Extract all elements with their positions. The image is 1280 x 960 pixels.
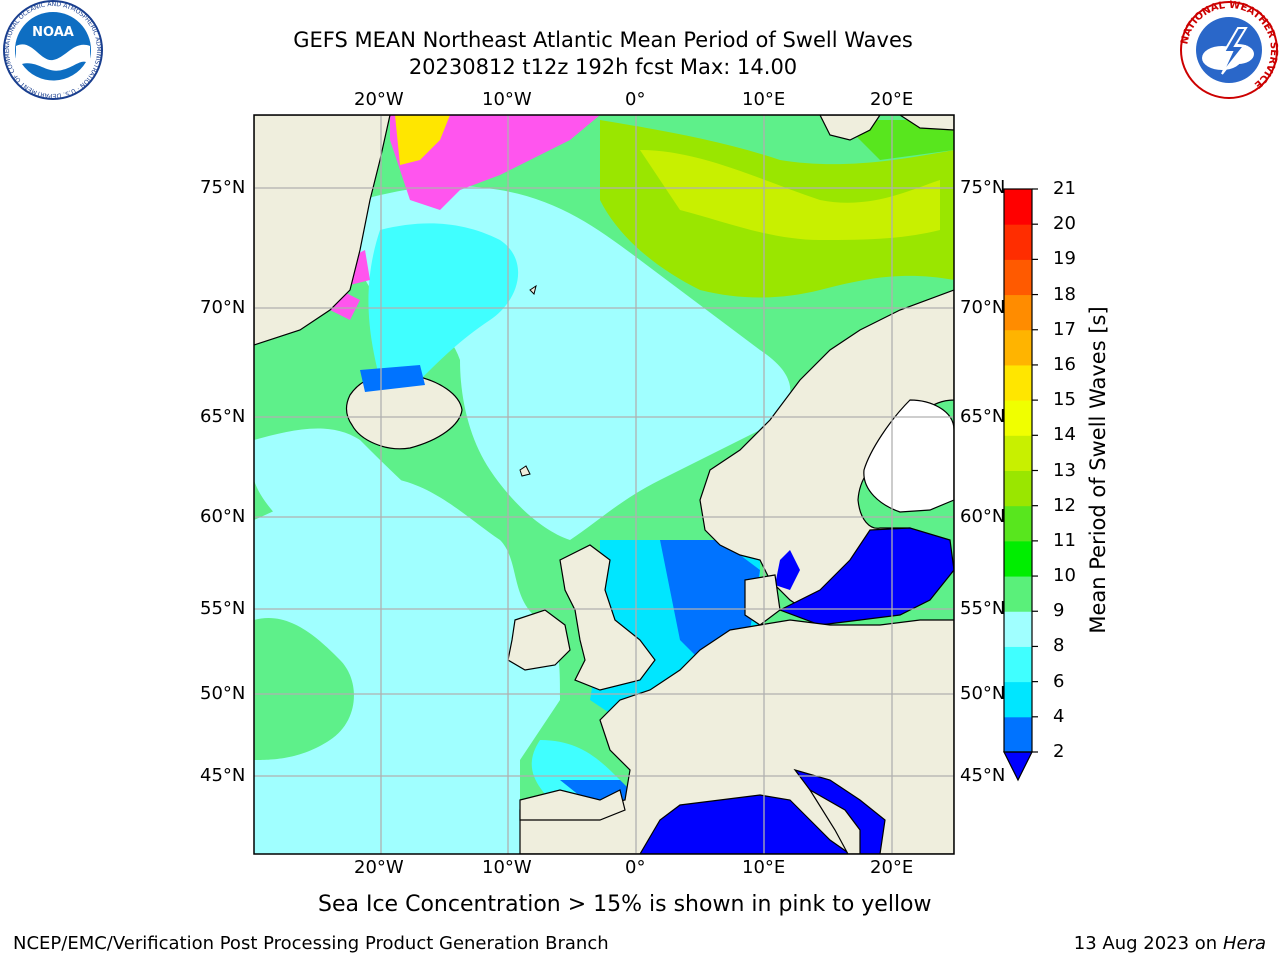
colorbar-tick-label: 15 xyxy=(1053,389,1076,411)
lon-label-bottom: 10°E xyxy=(742,857,786,878)
lat-label-left: 75°N xyxy=(200,177,246,198)
colorbar-tick-label: 16 xyxy=(1053,353,1076,375)
footer-host: Hera xyxy=(1222,933,1266,954)
italy-land xyxy=(809,789,861,854)
colorbar-tick-label: 6 xyxy=(1053,670,1065,692)
baltic-sea xyxy=(778,527,954,626)
colorbar-segment xyxy=(1004,681,1032,718)
lon-label-top: 20°E xyxy=(870,89,914,110)
swell-region-2-4 xyxy=(360,365,425,392)
colorbar-segment xyxy=(1004,716,1032,753)
colorbar-segment xyxy=(1004,189,1032,225)
lat-label-right: 55°N xyxy=(960,598,1006,619)
sea-ice-note: Sea Ice Concentration > 15% is shown in … xyxy=(318,892,932,917)
svalbard-land xyxy=(819,115,881,141)
sea-ice xyxy=(390,115,600,210)
swell-region-9-10 xyxy=(254,618,354,760)
lat-label-right: 70°N xyxy=(960,297,1006,318)
colorbar-segment xyxy=(1004,505,1032,542)
swell-region-8-9 xyxy=(254,428,450,560)
colorbar-segment xyxy=(1004,576,1032,612)
lon-label-bottom: 10°W xyxy=(482,857,532,878)
lat-label-left: 45°N xyxy=(200,765,246,786)
lat-label-right: 75°N xyxy=(960,177,1006,198)
colorbar xyxy=(1003,188,1038,782)
colorbar-segment xyxy=(1004,259,1032,296)
colorbar-segment xyxy=(1004,294,1032,331)
mediterranean-sea xyxy=(639,794,852,854)
swell-region-8-9 xyxy=(254,478,560,854)
colorbar-segment xyxy=(1004,400,1032,436)
noaa-logo-text: NOAA xyxy=(32,25,74,40)
lon-label-top: 0° xyxy=(625,89,646,110)
chart-title-line2: 20230812 t12z 192h fcst Max: 14.00 xyxy=(408,55,798,79)
colorbar-tick-label: 11 xyxy=(1053,529,1076,551)
colorbar-tick-label: 8 xyxy=(1053,635,1065,657)
colorbar-segment xyxy=(1004,329,1032,366)
lon-label-bottom: 20°W xyxy=(354,857,404,878)
lon-label-bottom: 0° xyxy=(625,857,646,878)
lat-label-right: 65°N xyxy=(960,406,1006,427)
colorbar-tick-label: 19 xyxy=(1053,248,1076,270)
colorbar-tick-label: 17 xyxy=(1053,318,1076,340)
chart-title-line1: GEFS MEAN Northeast Atlantic Mean Period… xyxy=(293,28,913,52)
jan-mayen xyxy=(529,284,537,295)
colorbar-tick-label: 9 xyxy=(1053,600,1065,622)
colorbar-tick-label: 20 xyxy=(1053,213,1076,235)
lat-label-right: 45°N xyxy=(960,765,1006,786)
footer-credit: NCEP/EMC/Verification Post Processing Pr… xyxy=(13,933,609,954)
lon-label-top: 10°W xyxy=(482,89,532,110)
colorbar-segment xyxy=(1004,364,1032,401)
colorbar-tick-label: 10 xyxy=(1053,565,1076,587)
map-area xyxy=(254,115,954,854)
graticule xyxy=(254,115,954,854)
noaa-logo: NATIONAL OCEANIC AND ATMOSPHERIC ADMINIS… xyxy=(2,0,103,100)
colorbar-tick-label: 21 xyxy=(1053,178,1076,199)
colorbar-tick-label: 12 xyxy=(1053,494,1076,516)
lat-label-left: 65°N xyxy=(200,406,246,427)
colorbar-extend-triangle xyxy=(1003,751,1033,782)
svalbard-land xyxy=(898,115,954,131)
swell-region-6-8 xyxy=(368,223,519,380)
colorbar-segment xyxy=(1004,435,1032,471)
iberia-land xyxy=(519,789,626,821)
great-britain-land xyxy=(559,544,656,691)
lat-label-right: 50°N xyxy=(960,683,1006,704)
colorbar-segment xyxy=(1004,540,1032,577)
colorbar-tick-label: 2 xyxy=(1053,741,1065,762)
faroe-islands xyxy=(519,465,531,477)
colorbar-tick-label: 13 xyxy=(1053,459,1076,481)
colorbar-segment xyxy=(1004,646,1032,683)
lat-label-left: 60°N xyxy=(200,506,246,527)
colorbar-tick-label: 18 xyxy=(1053,283,1076,305)
lat-label-left: 70°N xyxy=(200,297,246,318)
nws-logo: NATIONAL WEATHER SERVICE xyxy=(1179,0,1279,99)
colorbar-segment xyxy=(1004,470,1032,507)
map-frame xyxy=(253,114,955,855)
lat-label-left: 55°N xyxy=(200,598,246,619)
lat-label-right: 60°N xyxy=(960,506,1006,527)
kattegat xyxy=(775,550,800,590)
greenland-land xyxy=(254,115,391,346)
swell-region-13-14 xyxy=(640,150,940,240)
sea-ice-high xyxy=(395,115,450,165)
lon-label-bottom: 20°E xyxy=(870,857,914,878)
colorbar-segment xyxy=(1004,224,1032,260)
ireland-land xyxy=(507,609,571,671)
colorbar-title: Mean Period of Swell Waves [s] xyxy=(1086,306,1110,634)
footer-date-text: 13 Aug 2023 on xyxy=(1073,933,1218,954)
colorbar-tick-label: 4 xyxy=(1053,705,1065,727)
colorbar-tick-label: 14 xyxy=(1053,424,1076,446)
colorbar-segment xyxy=(1004,611,1032,647)
lat-label-left: 50°N xyxy=(200,683,246,704)
lon-label-top: 10°E xyxy=(742,89,786,110)
footer-date: 13 Aug 2023 on Hera xyxy=(1074,933,1266,955)
lon-label-top: 20°W xyxy=(354,89,404,110)
bothnia-nodata xyxy=(863,399,954,513)
